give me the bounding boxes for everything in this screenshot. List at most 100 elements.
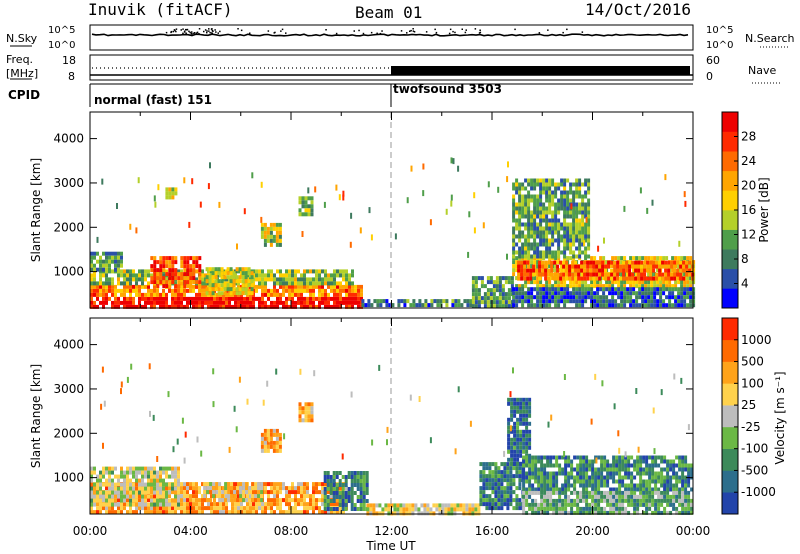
heatmap-cell bbox=[147, 273, 150, 278]
heatmap-cell bbox=[690, 471, 694, 476]
heatmap-cell bbox=[545, 299, 549, 304]
heatmap-cell bbox=[312, 277, 315, 282]
heatmap-cell bbox=[135, 494, 138, 499]
heatmap-cell bbox=[90, 470, 93, 475]
heatmap-cell bbox=[531, 459, 535, 464]
freq-strip: Freq. [MHz] 18 8 60 0 Nave bbox=[6, 53, 782, 84]
heatmap-cell bbox=[165, 277, 168, 282]
heatmap-cell bbox=[129, 478, 132, 483]
heatmap-cell bbox=[518, 250, 522, 255]
heatmap-cell bbox=[521, 206, 525, 211]
heatmap-cell bbox=[657, 475, 661, 480]
heatmap-cell bbox=[233, 486, 237, 491]
heatmap-cell bbox=[129, 506, 132, 511]
heatmap-cell bbox=[578, 234, 582, 239]
heatmap-cell bbox=[123, 292, 126, 297]
heatmap-cell bbox=[204, 296, 207, 301]
heatmap-cell bbox=[539, 226, 543, 231]
nsky-point bbox=[379, 32, 382, 35]
heatmap-cell bbox=[323, 499, 327, 503]
heatmap-cell bbox=[288, 502, 291, 507]
heatmap-cell bbox=[297, 277, 300, 282]
heatmap-cell bbox=[304, 196, 308, 201]
heatmap-cell bbox=[624, 494, 628, 499]
heatmap-cell bbox=[96, 490, 99, 495]
heatmap-cell bbox=[621, 490, 625, 495]
heatmap-cell bbox=[654, 487, 658, 492]
heatmap-cell bbox=[309, 284, 312, 289]
heatmap-cell bbox=[300, 300, 303, 305]
heatmap-cell bbox=[266, 234, 270, 239]
heatmap-cell bbox=[664, 264, 668, 269]
heatmap-cell bbox=[586, 276, 590, 281]
heatmap-cell bbox=[393, 503, 397, 508]
heatmap-cell bbox=[165, 470, 168, 475]
nsky-point bbox=[249, 32, 251, 34]
heatmap-cell bbox=[294, 304, 297, 309]
heatmap-cell bbox=[507, 449, 511, 454]
heatmap-cell bbox=[545, 230, 549, 235]
heatmap-cell bbox=[219, 510, 222, 515]
heatmap-cell bbox=[512, 299, 516, 304]
heatmap-cell bbox=[582, 506, 586, 511]
heatmap-cell bbox=[612, 498, 616, 503]
heatmap-cell bbox=[116, 203, 118, 209]
heatmap-cell bbox=[227, 494, 231, 499]
heatmap-cell bbox=[260, 436, 264, 441]
heatmap-cell bbox=[527, 280, 531, 285]
heatmap-cell bbox=[570, 471, 574, 476]
heatmap-cell bbox=[301, 418, 305, 423]
heatmap-cell bbox=[535, 268, 539, 273]
heatmap-cell bbox=[602, 291, 606, 296]
heatmap-cell bbox=[569, 295, 573, 300]
heatmap-cell bbox=[105, 296, 108, 301]
heatmap-cell bbox=[201, 498, 204, 503]
heatmap-cell bbox=[603, 510, 607, 515]
heatmap-cell bbox=[114, 288, 117, 293]
heatmap-cell bbox=[545, 218, 549, 223]
heatmap-cell bbox=[156, 300, 159, 305]
heatmap-cell bbox=[486, 288, 490, 293]
heatmap-cell bbox=[369, 503, 373, 508]
heatmap-cell bbox=[278, 234, 282, 239]
heatmap-cell bbox=[153, 195, 156, 202]
heatmap-cell bbox=[278, 444, 282, 449]
heatmap-cell bbox=[525, 417, 529, 422]
heatmap-cell bbox=[208, 279, 212, 284]
heatmap-cell bbox=[684, 467, 688, 472]
heatmap-cell bbox=[645, 483, 649, 488]
heatmap-cell bbox=[255, 482, 258, 487]
heatmap-cell bbox=[530, 194, 534, 199]
heatmap-cell bbox=[301, 196, 305, 201]
heatmap-cell bbox=[336, 281, 339, 286]
heatmap-cell bbox=[345, 273, 348, 278]
heatmap-cell bbox=[267, 304, 270, 309]
heatmap-cell bbox=[686, 256, 690, 261]
heatmap-cell bbox=[548, 264, 552, 269]
heatmap-cell bbox=[183, 177, 186, 184]
heatmap-cell bbox=[423, 511, 427, 516]
heatmap-cell bbox=[294, 273, 297, 278]
heatmap-cell bbox=[651, 479, 655, 484]
heatmap-cell bbox=[312, 490, 315, 495]
heatmap-cell bbox=[611, 299, 615, 304]
heatmap-cell bbox=[304, 212, 308, 217]
heatmap-cell bbox=[165, 490, 168, 495]
heatmap-cell bbox=[212, 494, 216, 499]
heatmap-cell bbox=[183, 292, 186, 297]
heatmap-cell bbox=[630, 498, 634, 503]
heatmap-cell bbox=[528, 413, 532, 418]
heatmap-cell bbox=[477, 304, 481, 309]
heatmap-cell bbox=[226, 267, 230, 272]
heatmap-cell bbox=[558, 467, 562, 472]
heatmap-cell bbox=[654, 479, 658, 484]
heatmap-cell bbox=[177, 272, 181, 277]
heatmap-cell bbox=[129, 292, 132, 297]
heatmap-cell bbox=[141, 490, 144, 495]
heatmap-cell bbox=[679, 260, 683, 265]
heatmap-cell bbox=[539, 230, 543, 235]
heatmap-cell bbox=[264, 300, 267, 305]
heatmap-cell bbox=[644, 256, 648, 261]
heatmap-cell bbox=[629, 291, 633, 296]
heatmap-cell bbox=[563, 190, 567, 195]
